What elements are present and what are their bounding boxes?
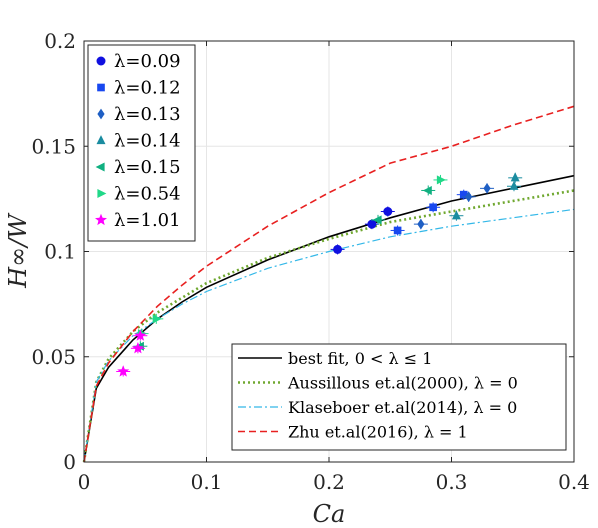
data-point bbox=[509, 180, 519, 190]
x-tick-label: 0 bbox=[78, 470, 91, 494]
data-point bbox=[483, 182, 491, 194]
legend-label: λ=0.14 bbox=[114, 131, 181, 152]
y-tick-label: 0.15 bbox=[31, 134, 76, 158]
x-tick-label: 0.1 bbox=[191, 470, 223, 494]
curve-dashdot bbox=[83, 208, 575, 463]
data-markers bbox=[116, 172, 523, 377]
x-tick-label: 0.2 bbox=[313, 470, 345, 494]
y-tick-label: 0.2 bbox=[44, 29, 76, 53]
axis-ticks: 0 0.1 0.2 0.3 0.4 0 0.05 0.1 0.15 0.2 bbox=[31, 29, 589, 494]
data-point bbox=[383, 207, 393, 217]
y-tick-label: 0.05 bbox=[31, 345, 76, 369]
data-point bbox=[465, 191, 473, 203]
data-point bbox=[393, 226, 402, 235]
legend-label: λ=0.15 bbox=[114, 157, 181, 178]
data-point bbox=[131, 342, 144, 354]
curve-dotted bbox=[82, 189, 575, 463]
data-point bbox=[134, 329, 147, 341]
legend-label: λ=0.12 bbox=[114, 78, 181, 99]
legend-lines-frame bbox=[231, 343, 567, 451]
legend-label: λ=0.54 bbox=[114, 184, 181, 205]
x-axis-label: Ca bbox=[313, 500, 346, 528]
legend-marker bbox=[97, 83, 105, 92]
y-tick-label: 0 bbox=[63, 450, 76, 474]
legend-marker bbox=[97, 108, 105, 120]
data-point bbox=[372, 215, 382, 225]
legend-lines-box: best fit, 0 < λ ≤ 1 Aussillous et.al(2000… bbox=[231, 343, 567, 451]
legend-marker bbox=[96, 135, 106, 145]
x-tick-label: 0.3 bbox=[436, 470, 468, 494]
legend-label: λ=0.09 bbox=[114, 51, 181, 72]
data-point bbox=[117, 365, 130, 377]
y-tick-label: 0.1 bbox=[44, 240, 76, 264]
x-tick-label: 0.4 bbox=[558, 470, 590, 494]
data-point bbox=[429, 203, 437, 212]
legend-markers-box: λ=0.09 λ=0.12 λ=0.13 λ=0.14 λ=0.15 λ=0.54 λ=1.… bbox=[87, 44, 196, 242]
data-point bbox=[451, 210, 461, 220]
y-axis-label: H∞/W bbox=[4, 212, 32, 289]
legend-marker bbox=[95, 213, 107, 226]
legend-marker bbox=[95, 162, 105, 172]
legend-label: λ=0.13 bbox=[114, 104, 181, 125]
legend-label: best fit, 0 < λ ≤ 1 bbox=[288, 349, 432, 368]
legend-markers-frame bbox=[87, 44, 196, 242]
legend-marker bbox=[97, 189, 107, 198]
data-point bbox=[417, 218, 425, 230]
legend-label: Aussillous et.al(2000), λ = 0 bbox=[287, 374, 518, 393]
data-point bbox=[152, 314, 162, 324]
curve-dashed bbox=[83, 105, 575, 463]
legend-label: Klaseboer et.al(2014), λ = 0 bbox=[288, 398, 517, 417]
data-point bbox=[367, 219, 377, 229]
data-point bbox=[510, 172, 520, 182]
data-point bbox=[333, 244, 343, 254]
curve-solid bbox=[83, 174, 575, 463]
data-point bbox=[422, 185, 432, 195]
legend-label: λ=1.01 bbox=[114, 210, 181, 231]
data-point bbox=[459, 190, 468, 199]
data-point bbox=[436, 175, 446, 185]
fit-curves bbox=[82, 105, 575, 463]
legend-marker bbox=[96, 56, 106, 66]
legend-label: Zhu et.al(2016), λ = 1 bbox=[288, 423, 468, 442]
